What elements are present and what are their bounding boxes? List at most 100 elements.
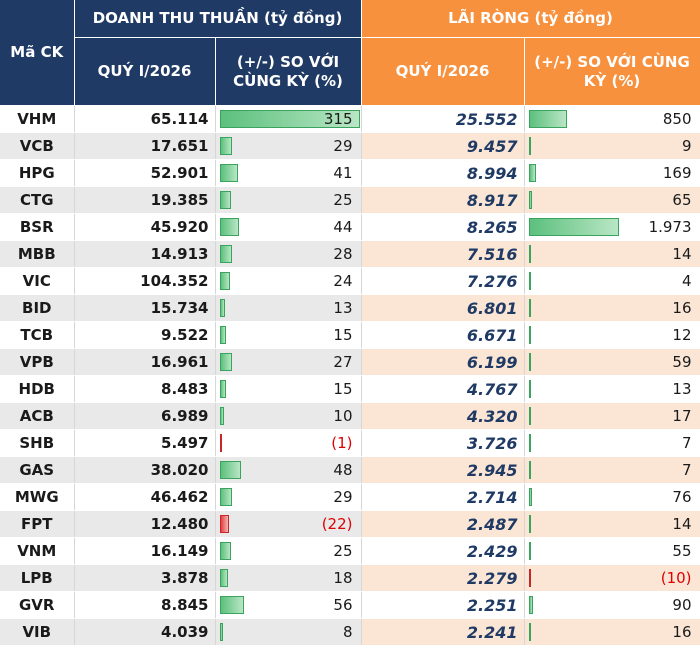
profit-yoy-cell: 850 — [524, 105, 700, 133]
profit-cell: 2.241 — [361, 618, 525, 646]
profit-cell: 8.265 — [361, 213, 525, 241]
yoy-bar — [528, 299, 531, 317]
table-row: TCB 9.522 15 6.671 12 — [0, 321, 700, 349]
revenue-yoy-cell: 41 — [215, 159, 362, 187]
revenue-yoy-cell: 56 — [215, 591, 362, 619]
revenue-cell: 19.385 — [74, 186, 216, 214]
yoy-bar — [528, 110, 568, 128]
yoy-bar — [219, 380, 227, 398]
yoy-value: 24 — [333, 272, 353, 290]
yoy-value: (10) — [660, 569, 692, 587]
ticker-cell: MWG — [0, 483, 75, 511]
table-row: BSR 45.920 44 8.265 1.973 — [0, 213, 700, 241]
ticker-cell: ACB — [0, 402, 75, 430]
revenue-cell: 5.497 — [74, 429, 216, 457]
revenue-yoy-cell: 10 — [215, 402, 362, 430]
yoy-bar — [219, 164, 238, 182]
yoy-bar — [219, 110, 360, 128]
yoy-bar — [528, 326, 531, 344]
revenue-cell: 9.522 — [74, 321, 216, 349]
revenue-cell: 3.878 — [74, 564, 216, 592]
ticker-cell: VIB — [0, 618, 75, 646]
yoy-bar — [528, 245, 531, 263]
table-row: GVR 8.845 56 2.251 90 — [0, 591, 700, 619]
profit-yoy-cell: 12 — [524, 321, 700, 349]
yoy-value: 14 — [672, 515, 692, 533]
yoy-bar — [528, 434, 531, 452]
yoy-value: 16 — [672, 299, 692, 317]
ticker-cell: GVR — [0, 591, 75, 619]
revenue-yoy-cell: 27 — [215, 348, 362, 376]
ticker-cell: VPB — [0, 348, 75, 376]
profit-cell: 2.945 — [361, 456, 525, 484]
yoy-value: 29 — [333, 137, 353, 155]
yoy-bar — [219, 623, 224, 641]
profit-yoy-cell: 7 — [524, 429, 700, 457]
yoy-bar — [528, 596, 533, 614]
yoy-value: 169 — [662, 164, 692, 182]
profit-yoy-cell: 65 — [524, 186, 700, 214]
profit-cell: 3.726 — [361, 429, 525, 457]
yoy-value: 25 — [333, 191, 353, 209]
profit-yoy-cell: 14 — [524, 240, 700, 268]
yoy-bar — [528, 164, 537, 182]
yoy-value: 4 — [681, 272, 692, 290]
yoy-bar — [219, 461, 241, 479]
table-row: MBB 14.913 28 7.516 14 — [0, 240, 700, 268]
ticker-cell: HDB — [0, 375, 75, 403]
yoy-value: 55 — [672, 542, 692, 560]
profit-yoy-cell: (10) — [524, 564, 700, 592]
table-row: VCB 17.651 29 9.457 9 — [0, 132, 700, 160]
revenue-yoy-cell: 29 — [215, 132, 362, 160]
yoy-bar — [528, 515, 531, 533]
ticker-cell: VHM — [0, 105, 75, 133]
ticker-cell: VIC — [0, 267, 75, 295]
revenue-group-header: DOANH THU THUẦN (tỷ đồng) — [74, 0, 362, 38]
yoy-bar — [528, 623, 531, 641]
profit-cell: 8.917 — [361, 186, 525, 214]
yoy-value: (1) — [331, 434, 353, 452]
yoy-value: 13 — [333, 299, 353, 317]
yoy-value: 59 — [672, 353, 692, 371]
yoy-bar — [219, 542, 231, 560]
yoy-value: 9 — [681, 137, 692, 155]
revenue-cell: 45.920 — [74, 213, 216, 241]
table-row: LPB 3.878 18 2.279 (10) — [0, 564, 700, 592]
yoy-bar — [219, 434, 222, 452]
yoy-bar — [528, 191, 532, 209]
profit-cell: 4.767 — [361, 375, 525, 403]
revenue-cell: 16.961 — [74, 348, 216, 376]
profit-cell: 7.516 — [361, 240, 525, 268]
profit-cell: 6.199 — [361, 348, 525, 376]
profit-yoy-header: (+/-) SO VỚI CÙNG KỲ (%) — [524, 37, 700, 106]
profit-yoy-cell: 7 — [524, 456, 700, 484]
yoy-bar — [528, 137, 531, 155]
ticker-cell: CTG — [0, 186, 75, 214]
yoy-bar — [219, 488, 233, 506]
yoy-bar — [219, 137, 233, 155]
ticker-cell: TCB — [0, 321, 75, 349]
table-row: GAS 38.020 48 2.945 7 — [0, 456, 700, 484]
revenue-cell: 12.480 — [74, 510, 216, 538]
revenue-cell: 4.039 — [74, 618, 216, 646]
yoy-value: 56 — [333, 596, 353, 614]
revenue-yoy-cell: 44 — [215, 213, 362, 241]
revenue-cell: 8.483 — [74, 375, 216, 403]
yoy-bar — [528, 380, 531, 398]
yoy-value: 18 — [333, 569, 353, 587]
table-row: VIC 104.352 24 7.276 4 — [0, 267, 700, 295]
ticker-cell: VNM — [0, 537, 75, 565]
profit-yoy-cell: 13 — [524, 375, 700, 403]
ticker-cell: GAS — [0, 456, 75, 484]
yoy-value: 44 — [333, 218, 353, 236]
revenue-yoy-cell: 25 — [215, 537, 362, 565]
yoy-bar — [219, 191, 231, 209]
profit-cell: 2.429 — [361, 537, 525, 565]
yoy-bar — [219, 245, 232, 263]
revenue-yoy-cell: 24 — [215, 267, 362, 295]
profit-yoy-cell: 17 — [524, 402, 700, 430]
yoy-value: 14 — [672, 245, 692, 263]
profit-yoy-cell: 76 — [524, 483, 700, 511]
profit-yoy-cell: 9 — [524, 132, 700, 160]
profit-yoy-cell: 1.973 — [524, 213, 700, 241]
